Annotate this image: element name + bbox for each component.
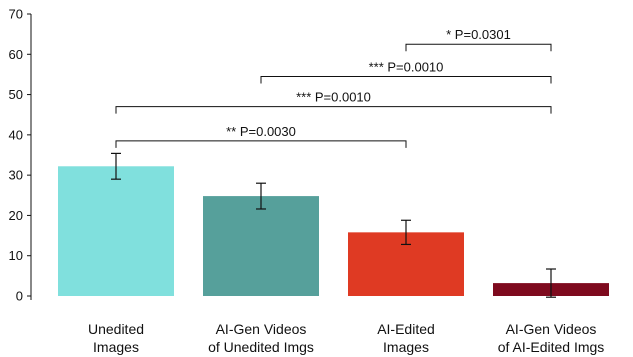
significance-bracket: * P=0.0301 [405,27,552,52]
bar [203,196,319,296]
error-bar [546,268,556,298]
significance-bracket: *** P=0.0010 [260,59,552,84]
y-tick-label: 30 [9,168,23,183]
x-tick-label: AI-Gen Videos of Unedited Imgs [208,321,314,355]
y-tick-label: 60 [9,47,23,62]
bars [58,166,609,296]
x-tick-label: AI-Edited Images [377,321,435,355]
significance-label: *** P=0.0010 [296,90,371,105]
error-bar [111,152,121,180]
x-tick-label: Unedited Images [88,321,144,355]
y-tick-label: 40 [9,127,23,142]
error-bars [111,152,556,298]
significance-bracket: *** P=0.0010 [115,90,552,114]
y-tick-label: 0 [16,289,23,304]
x-tick-label: AI-Gen Videos of AI-Edited Imgs [498,321,605,355]
significance-label: *** P=0.0010 [369,59,444,74]
significance-bracket: ** P=0.0030 [115,124,407,148]
y-tick-label: 10 [9,248,23,263]
y-tick-label: 20 [9,208,23,223]
significance-label: ** P=0.0030 [226,124,296,139]
significance-brackets: ** P=0.0030 *** P=0.0010 *** P=0.0010 * P=0… [115,27,552,148]
y-tick-label: 50 [9,87,23,102]
x-axis-labels: Unedited Images AI-Gen Videos of Unedited I… [88,321,604,355]
axes: 0 10 20 30 40 50 60 70 [9,7,32,304]
significance-label: * P=0.0301 [446,27,511,42]
y-tick-label: 70 [9,7,23,22]
bar [58,166,174,296]
error-bar [256,182,266,210]
error-bar [401,219,411,246]
